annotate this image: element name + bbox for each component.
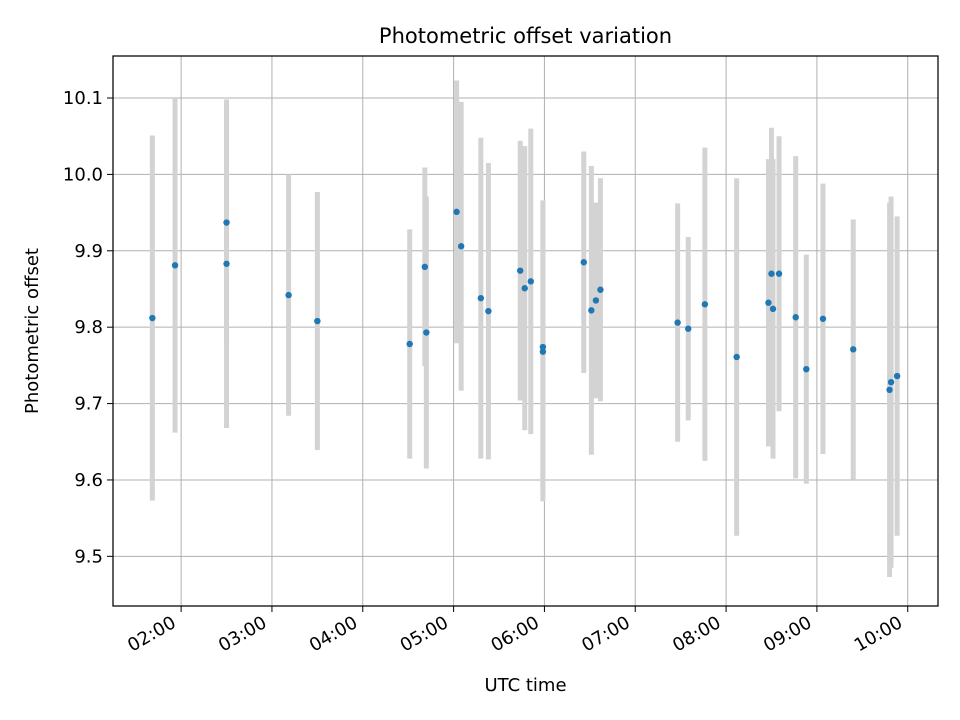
data-point xyxy=(421,263,429,271)
data-point xyxy=(580,259,587,266)
data-point xyxy=(539,348,547,355)
x-tick-label: 09:00 xyxy=(760,612,815,656)
y-tick-label: 9.6 xyxy=(74,470,103,491)
data-point xyxy=(674,319,681,326)
y-axis-label: Photometric offset xyxy=(22,248,43,414)
y-tick-label: 9.7 xyxy=(74,394,103,415)
plot-frame xyxy=(112,55,939,607)
data-point xyxy=(517,267,524,274)
data-point xyxy=(886,386,893,394)
x-tick-label: 06:00 xyxy=(487,612,542,656)
data-point xyxy=(457,243,465,250)
data-point xyxy=(792,314,799,321)
data-point xyxy=(769,305,777,313)
data-point xyxy=(733,353,740,361)
x-tick-label: 02:00 xyxy=(124,612,179,656)
x-axis-label: UTC time xyxy=(484,675,566,696)
data-point xyxy=(539,343,547,351)
data-point xyxy=(768,270,775,277)
data-point xyxy=(887,378,895,386)
y-tick-label: 10.0 xyxy=(63,164,103,185)
data-point xyxy=(171,262,179,269)
x-tick-label: 08:00 xyxy=(669,612,724,656)
y-tick-label: 9.5 xyxy=(74,546,103,567)
data-point xyxy=(521,285,528,292)
data-point xyxy=(685,325,692,332)
y-tick-label: 9.8 xyxy=(74,317,103,338)
x-tick-label: 07:00 xyxy=(578,612,633,656)
data-point xyxy=(223,219,230,226)
error-bars xyxy=(149,80,900,577)
data-point xyxy=(765,299,772,306)
data-point xyxy=(477,294,485,302)
data-point xyxy=(285,291,292,299)
data-point xyxy=(423,329,430,336)
data-point xyxy=(223,260,230,267)
x-tick-label: 05:00 xyxy=(397,612,452,656)
data-points xyxy=(149,208,901,394)
data-point xyxy=(453,208,460,216)
data-point xyxy=(314,317,321,325)
data-point xyxy=(592,297,600,304)
y-tick-label: 10.1 xyxy=(63,88,103,109)
data-point xyxy=(527,278,534,285)
data-point xyxy=(819,315,827,322)
data-point xyxy=(149,314,156,322)
data-point xyxy=(775,270,783,277)
data-point xyxy=(406,340,413,348)
data-point xyxy=(485,307,492,315)
x-tick-label: 04:00 xyxy=(306,612,361,656)
x-tick-label: 03:00 xyxy=(215,612,270,656)
data-point xyxy=(597,286,604,293)
y-tick-label: 9.9 xyxy=(74,241,103,262)
data-point xyxy=(701,301,709,308)
data-point xyxy=(893,372,901,380)
data-point xyxy=(803,365,810,373)
data-point xyxy=(850,346,857,353)
data-point xyxy=(588,307,595,314)
x-tick-label: 10:00 xyxy=(851,612,906,656)
chart-title: Photometric offset variation xyxy=(379,24,672,48)
